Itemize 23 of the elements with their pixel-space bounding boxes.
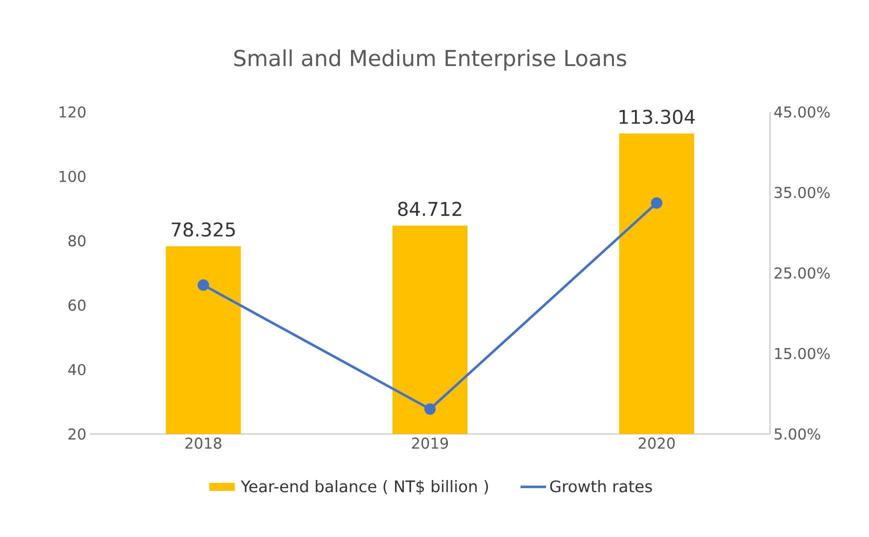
chart-title: Small and Medium Enterprise Loans xyxy=(234,49,626,71)
y-tick-label: 60 xyxy=(68,300,86,311)
y2-tick-label: 5.00% xyxy=(774,428,820,440)
y2-tick-label: 45.00% xyxy=(774,106,830,118)
y2-tick-label: 15.00% xyxy=(775,348,830,360)
y2-tick-label: 35.00% xyxy=(774,186,830,198)
legend-label: Year-end balance ( NT$ billion ) xyxy=(240,480,488,494)
y-tick-label: 120 xyxy=(60,106,86,118)
data-label: 84.712 xyxy=(398,202,462,216)
x-tick-label: 2019 xyxy=(412,438,448,449)
point xyxy=(424,403,436,415)
legend-label: Growth rates xyxy=(550,480,652,492)
point xyxy=(198,279,210,291)
x-tick-label: 2018 xyxy=(185,438,222,449)
y-tick-label: 100 xyxy=(60,170,86,182)
y-tick-label: 40 xyxy=(68,364,86,376)
y2-tick-label: 25.00% xyxy=(774,267,830,279)
point xyxy=(650,197,662,209)
x-tick-label: 2020 xyxy=(638,438,675,449)
data-label: 78.325 xyxy=(172,222,235,237)
y-tick-label: 80 xyxy=(68,235,86,246)
y-tick-label: 20 xyxy=(68,428,86,440)
data-label: 113.304 xyxy=(620,110,695,124)
